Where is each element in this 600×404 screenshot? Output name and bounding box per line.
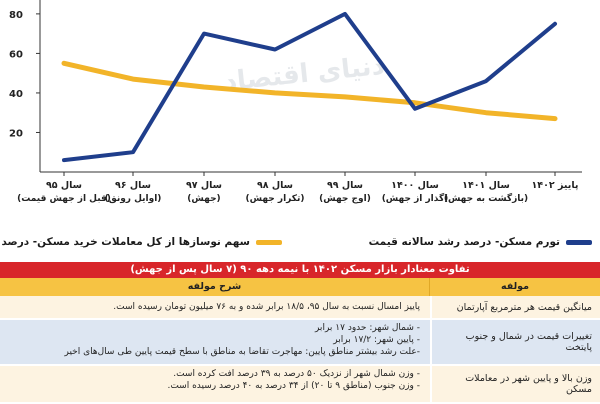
x-tick-label: سال ۹۷	[186, 180, 222, 191]
table-title: تفاوت معنادار بازار مسکن ۱۴۰۲ با نیمه ده…	[0, 262, 600, 278]
x-tick-label: سال ۹۶	[115, 180, 151, 191]
x-tick-label: (گذار از جهش)	[382, 192, 449, 204]
data-point-price-inflation	[273, 48, 277, 51]
row-item-label: تغییرات قیمت در شمال و جنوب پایتخت	[430, 320, 600, 364]
x-tick-label: (تکرار جهش)	[246, 194, 305, 204]
row-description: - وزن شمال شهر از نزدیک ۵۰ درصد به ۳۹ در…	[0, 366, 430, 402]
description-line: - شمال شهر: حدود ۱۷ برابر	[314, 323, 420, 333]
comparison-table: تفاوت معنادار بازار مسکن ۱۴۰۲ با نیمه ده…	[0, 262, 600, 404]
table-header: مولفه شرح مولفه	[0, 278, 600, 296]
table-row: میانگین قیمت هر مترمربع آپارتمان پاییز ا…	[0, 296, 600, 320]
x-tick-label: سال ۹۸	[257, 180, 293, 191]
data-point-new-build-share	[202, 85, 206, 89]
row-item-label: وزن بالا و پایین شهر در معاملات مسکن	[430, 366, 600, 402]
x-tick-label: (جهش)	[187, 194, 220, 204]
data-point-new-build-share	[273, 91, 277, 95]
x-tick-label: سال ۱۴۰۱	[462, 180, 510, 191]
data-point-price-inflation	[413, 107, 417, 111]
row-description: پاییز امسال نسبت به سال ۹۵، ۱۸/۵ برابر ش…	[0, 296, 430, 318]
x-tick-label: سال ۱۴۰۰	[391, 180, 439, 191]
chart-area: دنیای اقتصاد 20 40 60 80 سال ۹۵ (قبل از جهش قی…	[1, 0, 592, 252]
y-tick-label: 60	[9, 49, 23, 60]
y-tick-label: 40	[9, 89, 23, 100]
data-point-price-inflation	[553, 22, 557, 26]
legend-item-price-inflation: تورم مسکن- درصد رشد سالانه قیمت	[369, 232, 592, 252]
x-tick-label: سال ۹۹	[327, 180, 363, 191]
data-point-new-build-share	[553, 117, 557, 121]
data-point-price-inflation	[131, 150, 135, 154]
x-tick-label: (اوایل رونق)	[105, 194, 162, 204]
x-tick-label: (بازگشت به جهش)	[444, 192, 528, 204]
data-point-price-inflation	[202, 32, 206, 36]
description-line: - پایین شهر: ۱۷/۲ برابر	[333, 335, 420, 345]
series-line-price-inflation	[62, 11, 557, 163]
description-line: پاییز امسال نسبت به سال ۹۵، ۱۸/۵ برابر ش…	[113, 302, 420, 312]
table-row: وزن بالا و پایین شهر در معاملات مسکن - و…	[0, 366, 600, 404]
x-tick-label: (اوج جهش)	[319, 194, 371, 204]
legend-label-new-build-share: سهم نوسازها از کل معاملات خرید مسکن- درص…	[1, 236, 250, 248]
series-line-new-build-share	[61, 60, 558, 122]
y-tick-label: 20	[9, 128, 23, 139]
data-point-price-inflation	[484, 79, 488, 83]
description-line: - وزن شمال شهر از نزدیک ۵۰ درصد به ۳۹ در…	[173, 369, 420, 379]
description-line: - وزن جنوب (مناطق ۹ تا ۲۰) از ۳۴ درصد به…	[167, 381, 420, 391]
y-tick-label: 80	[9, 10, 23, 21]
table-row: تغییرات قیمت در شمال و جنوب پایتخت - شما…	[0, 320, 600, 366]
data-point-price-inflation	[62, 158, 66, 162]
x-tick-label: سال ۹۵	[46, 180, 82, 191]
row-description: - شمال شهر: حدود ۱۷ برابر - پایین شهر: ۱…	[0, 320, 430, 364]
x-tick-label: پاییز ۱۴۰۲	[532, 180, 579, 191]
data-point-new-build-share	[484, 111, 488, 115]
data-point-new-build-share	[343, 95, 347, 99]
header-description: شرح مولفه	[187, 281, 242, 292]
data-point-new-build-share	[131, 77, 135, 81]
x-tick-label: (قبل از جهش قیمت)	[17, 194, 111, 204]
row-item-label: میانگین قیمت هر مترمربع آپارتمان	[430, 296, 600, 318]
legend-label-price-inflation: تورم مسکن- درصد رشد سالانه قیمت	[368, 236, 560, 248]
data-point-new-build-share	[62, 61, 66, 65]
legend-swatch-new-build-share	[256, 239, 282, 245]
data-point-price-inflation	[343, 12, 347, 16]
legend-swatch-price-inflation	[566, 239, 592, 245]
data-point-new-build-share	[413, 101, 417, 105]
description-line: -علت رشد بیشتر مناطق پایین: مهاجرت تقاضا…	[64, 347, 421, 357]
legend-item-new-build-share: سهم نوسازها از کل معاملات خرید مسکن- درص…	[1, 232, 282, 252]
header-item: مولفه	[429, 278, 600, 296]
